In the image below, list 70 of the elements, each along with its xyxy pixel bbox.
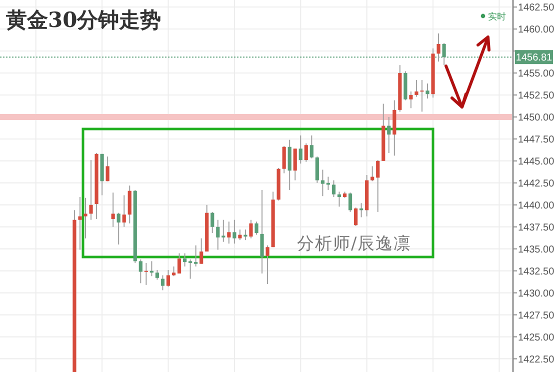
candlestick [106, 156, 110, 182]
candlestick [177, 252, 182, 274]
candlestick [266, 244, 270, 285]
y-tick-label: 1425.00 [518, 332, 555, 344]
candlestick [232, 219, 236, 244]
y-tick-label: 1442.50 [518, 178, 555, 190]
candlestick [409, 90, 413, 109]
ref-line-label: 1456.81 [516, 52, 553, 64]
candlestick [436, 32, 440, 62]
candlestick [216, 219, 220, 250]
candlestick [426, 83, 430, 99]
y-tick-label: 1435.00 [518, 244, 555, 256]
y-tick-label: 1422.50 [518, 354, 555, 366]
annotation: 实时 [488, 12, 506, 22]
candlestick [194, 244, 198, 267]
candlestick [89, 160, 93, 220]
candlestick [78, 196, 82, 250]
candlestick [332, 180, 336, 198]
candlestick [370, 166, 374, 182]
y-tick-label: 1430.00 [518, 288, 555, 300]
y-tick-label: 1460.00 [518, 24, 555, 36]
y-tick-label: 1445.00 [518, 156, 555, 168]
y-tick-label: 1462.50 [518, 2, 555, 14]
candlestick [172, 266, 176, 277]
candlestick [288, 139, 292, 190]
candlestick [249, 219, 253, 239]
y-tick-label: 1450.00 [518, 112, 555, 124]
candlestick [144, 262, 148, 286]
y-tick-label: 1427.50 [518, 310, 555, 322]
y-tick-label: 1432.50 [518, 266, 555, 278]
candlestick [298, 134, 302, 164]
candlestick [116, 212, 120, 245]
y-tick-label: 1440.00 [518, 200, 555, 212]
candlestick [128, 185, 132, 224]
y-tick-label: 1437.50 [518, 222, 555, 234]
y-tick-label: 1455.00 [518, 68, 555, 80]
y-tick-label: 1447.50 [518, 134, 555, 146]
candlestick [138, 258, 142, 284]
candlestick [354, 207, 358, 227]
candlestick [254, 221, 258, 236]
candlestick [348, 192, 352, 212]
candlestick [387, 116, 391, 154]
candlestick [200, 238, 204, 264]
candlestick [238, 229, 242, 241]
candlestick [315, 156, 319, 184]
candlestick [244, 229, 248, 241]
candlestick [166, 269, 170, 288]
candlestick [188, 258, 192, 280]
chart-title: 黄金30分钟走势 [5, 7, 162, 32]
candlestick [222, 219, 226, 242]
candlestick [310, 134, 314, 159]
candlestick [122, 194, 126, 228]
candlestick [227, 221, 231, 244]
candlestick [260, 189, 264, 274]
annotation: 分析师/辰逸凛 [297, 234, 412, 254]
candlestick [420, 80, 424, 112]
candlestick [293, 148, 297, 181]
candlestick [282, 145, 286, 174]
candlestick [320, 169, 324, 197]
candlestick [376, 160, 380, 212]
candlestick [210, 211, 214, 234]
candlestick [337, 191, 342, 208]
candlestick [160, 274, 165, 291]
candlestick [84, 197, 88, 239]
candlestick [111, 192, 115, 228]
candlestick [155, 269, 160, 280]
candlestick [304, 142, 308, 162]
y-tick-label: 1452.50 [518, 90, 555, 102]
candlestick [414, 80, 418, 98]
candlestick [182, 252, 187, 267]
